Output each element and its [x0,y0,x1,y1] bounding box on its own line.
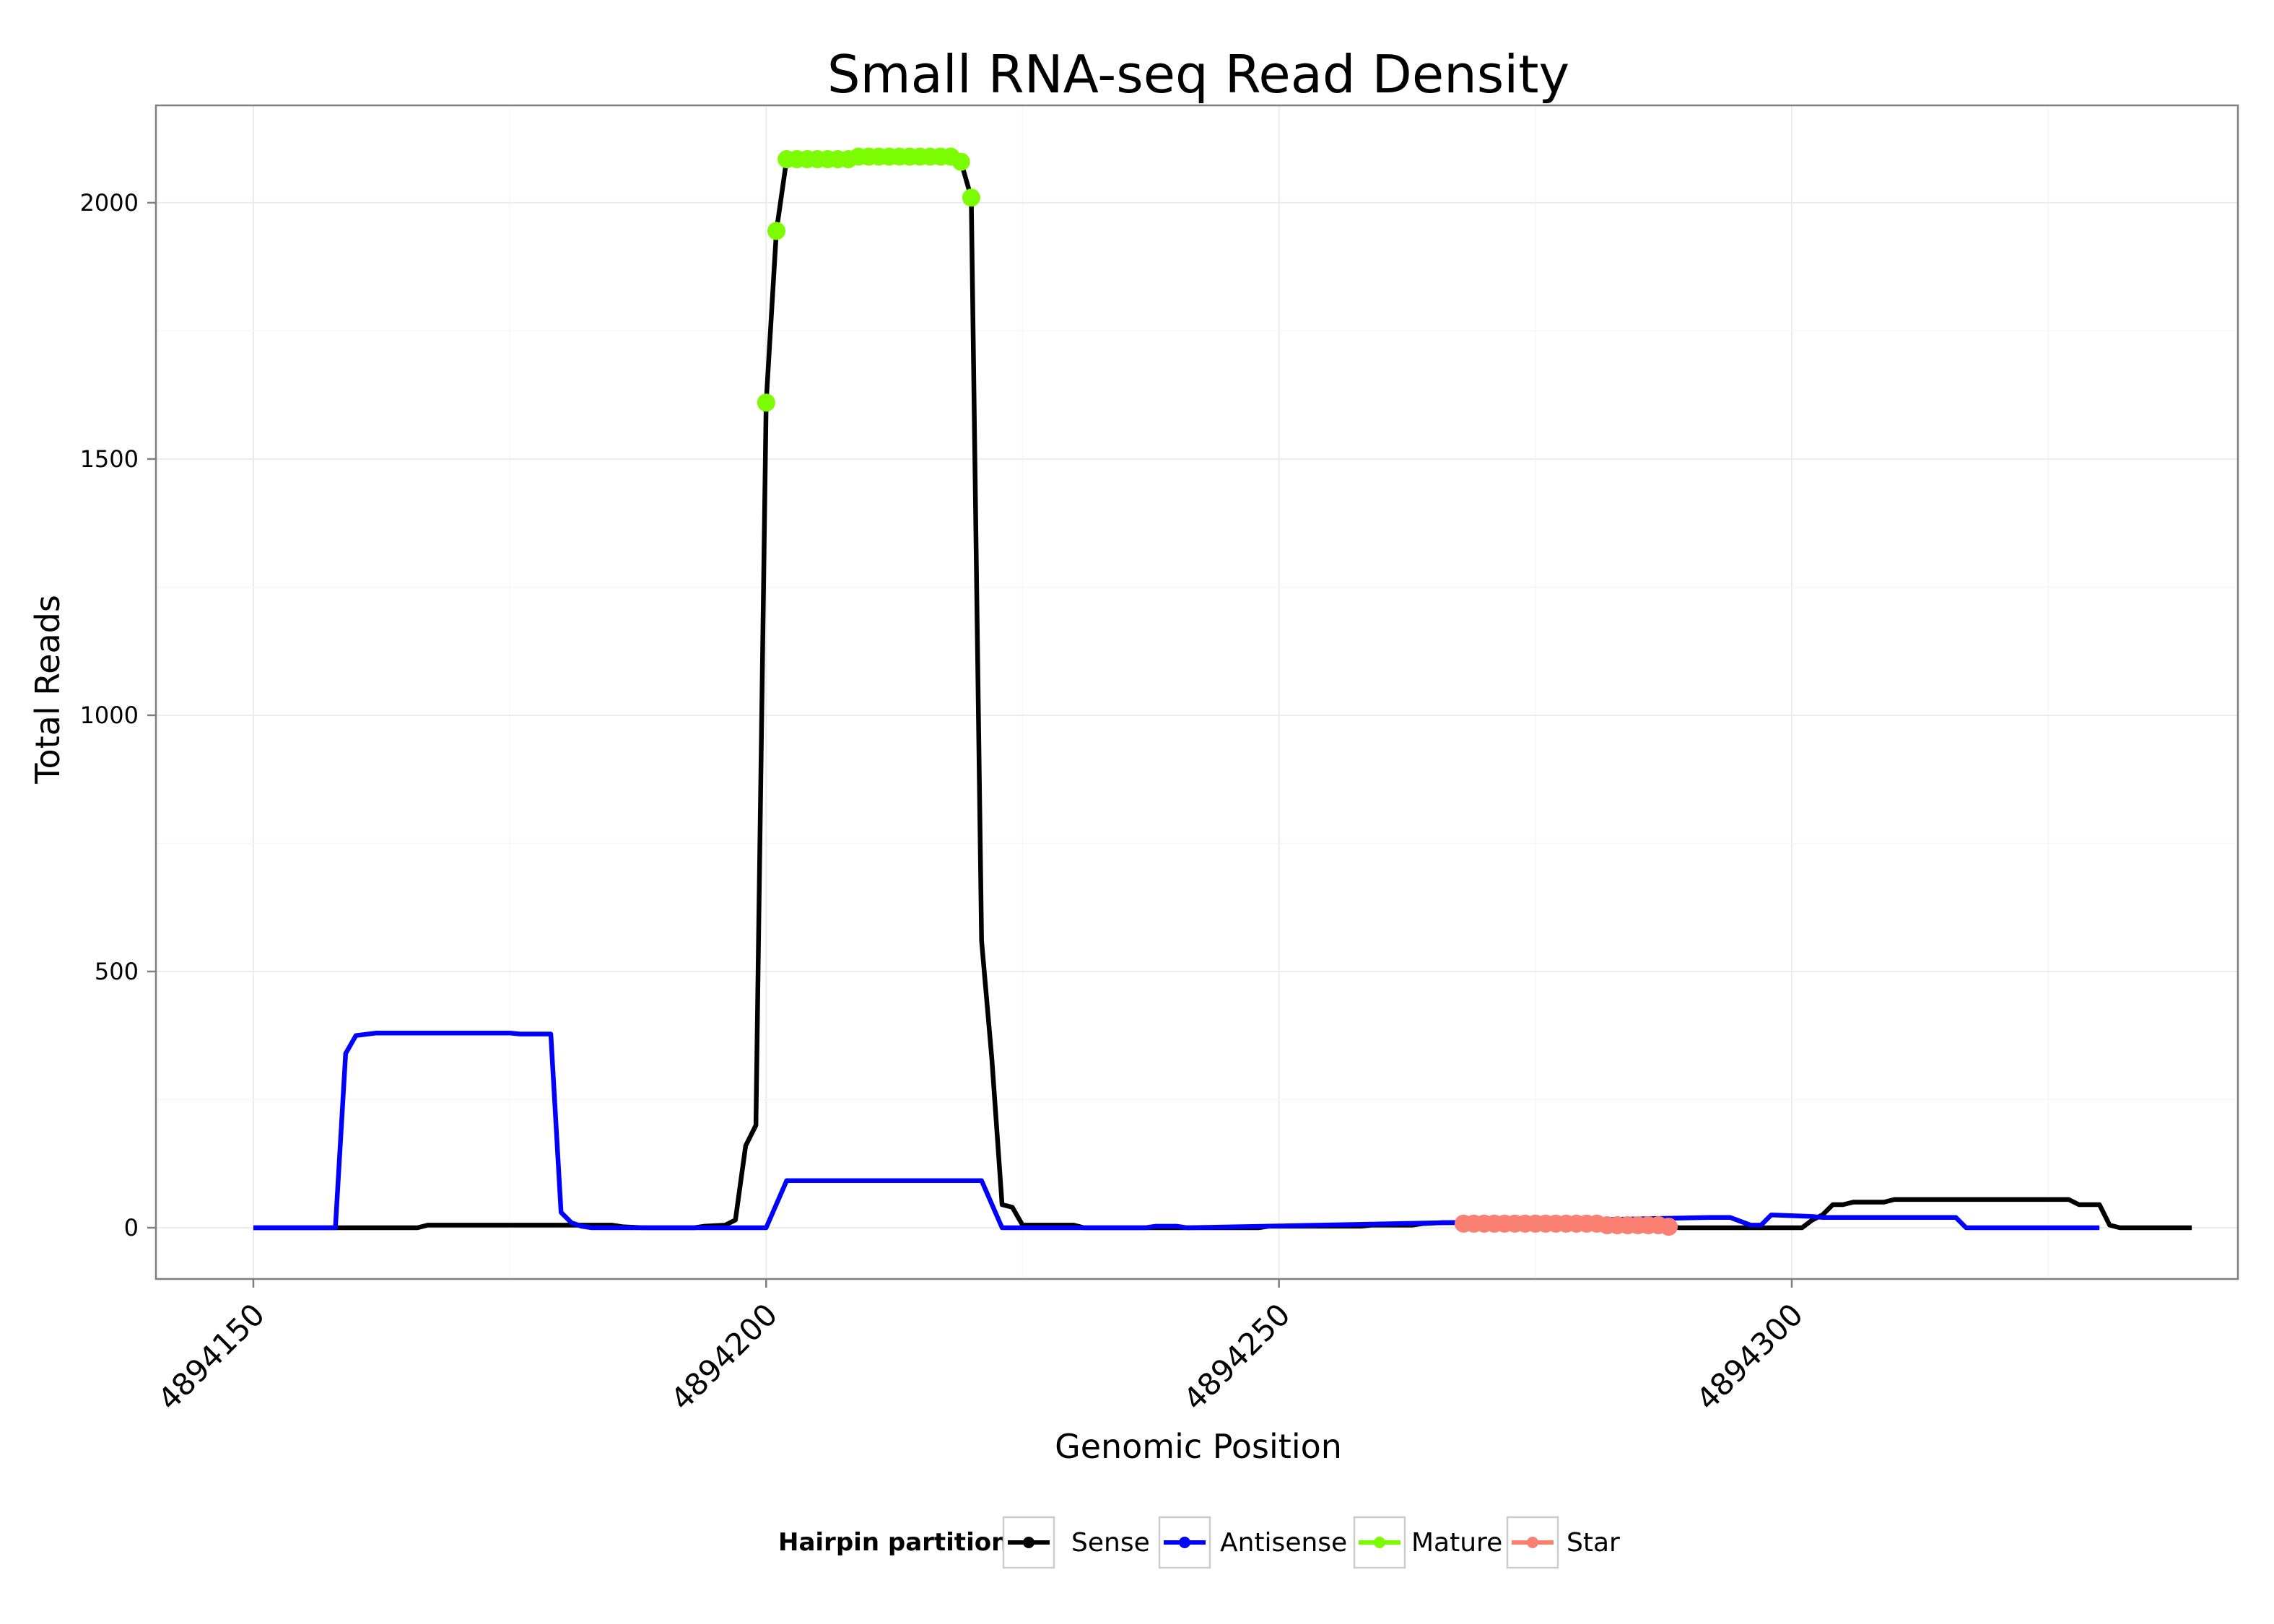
series-line-antisense [253,1030,2100,1231]
legend: Hairpin partition Sense Antisense Mature St… [778,1516,1620,1569]
legend-label-mature: Mature [1411,1528,1502,1558]
data-point-mature [757,393,775,412]
legend-key-point-star [1527,1537,1538,1548]
x-axis-title: Genomic Position [1055,1427,1342,1466]
y-axis-title: Total Reads [28,595,67,785]
legend-key-point-sense [1023,1537,1034,1548]
data-point-star [1660,1218,1678,1236]
legend-key-point-mature [1374,1537,1385,1548]
data-point-mature [962,188,980,207]
plot-border [154,104,2239,1280]
legend-title: Hairpin partition [778,1528,1009,1557]
legend-key-point-antisense [1179,1537,1190,1548]
plot-panel [156,105,2238,1279]
legend-label-antisense: Antisense [1220,1528,1347,1558]
chart-title: Small RNA-seq Read Density [827,44,1569,105]
y-tick-label: 0 [124,1214,139,1241]
legend-label-star: Star [1567,1528,1620,1558]
y-tick-label: 500 [95,958,139,985]
y-tick-label: 2000 [80,189,139,217]
data-point-mature [951,152,970,171]
data-point-mature [767,222,786,240]
legend-label-sense: Sense [1071,1528,1150,1558]
y-tick-label: 1500 [80,445,139,473]
y-tick-label: 1000 [80,702,139,729]
